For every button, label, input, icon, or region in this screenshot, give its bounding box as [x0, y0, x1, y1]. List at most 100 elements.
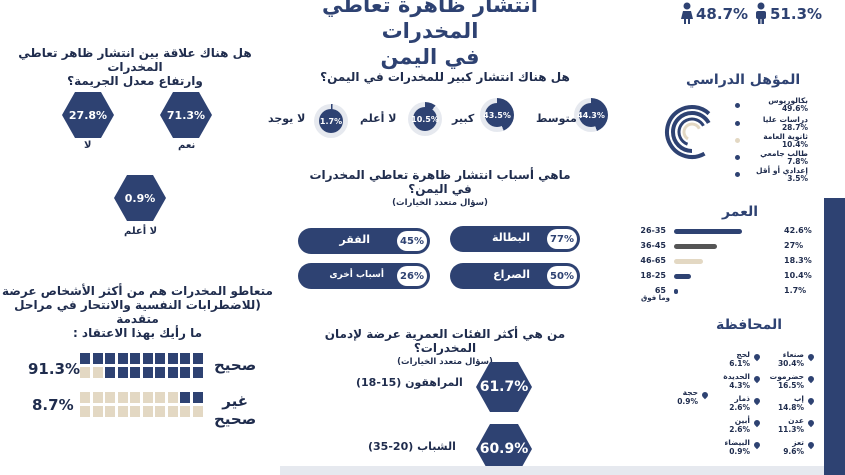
- age-bar-value: 27%: [784, 241, 804, 250]
- spread-question: هل هناك انتشار كبير للمخدرات في اليمن؟: [320, 70, 570, 84]
- crime-no-value: 27.8%: [68, 108, 108, 122]
- governorate-name: البيضاء: [724, 438, 750, 447]
- governorate-name: إب: [793, 394, 804, 403]
- spread-none-ring: 1.7%: [314, 104, 348, 138]
- crime-question: هل هناك علاقة بين انتشار ظاهر تعاطي المخ…: [0, 46, 270, 88]
- cause-poverty: 45% الفقر: [298, 228, 430, 254]
- location-pin-icon: [752, 440, 762, 450]
- disorder-false-square: [117, 406, 128, 417]
- disorder-true-square: [117, 367, 128, 378]
- cause-conflict-value: 50%: [547, 266, 577, 286]
- cause-other-label: أسباب أخرى: [329, 270, 384, 280]
- crime-yes-value: 71.3%: [166, 108, 206, 122]
- governorate-value: 16.5%: [777, 381, 804, 390]
- disorder-true-square: [180, 367, 190, 378]
- location-pin-icon: [752, 396, 762, 406]
- governorate-item: إب 14.8%: [772, 394, 804, 412]
- gender-stats: 48.7% 51.3%: [678, 2, 828, 28]
- disorder-false-square: [155, 406, 165, 417]
- governorate-value: 2.6%: [729, 403, 750, 412]
- education-heading: المؤهل الدراسي: [686, 72, 801, 88]
- governorate-value: 4.3%: [729, 381, 750, 390]
- spread-medium-value: 44.3%: [577, 103, 605, 127]
- governorate-name: حجة: [682, 388, 698, 397]
- age-bar: [674, 229, 742, 234]
- age-bar-value: 18.3%: [784, 256, 812, 265]
- disorder-false-square: [167, 406, 178, 417]
- disorder-true-square: [130, 367, 140, 378]
- disorder-true-square: [155, 353, 165, 364]
- edu-secondary-value: 10.4%: [781, 140, 808, 149]
- location-pin-icon: [752, 374, 762, 384]
- disorder-false-label-1: غير: [222, 392, 248, 410]
- spread-none-label: لا يوجد: [268, 112, 306, 125]
- edu-bachelor-value: 49.6%: [781, 104, 808, 113]
- cause-conflict: 50% الصراع: [450, 263, 580, 289]
- age-bar: [674, 244, 718, 249]
- governorate-value: 11.3%: [777, 425, 804, 434]
- disorder-false-square: [142, 392, 153, 403]
- governorate-item: الحديدة 4.3%: [718, 372, 750, 390]
- location-pin-icon: [806, 418, 816, 428]
- cause-unemployment: 77% البطالة: [450, 226, 580, 252]
- disorder-false-square: [130, 392, 140, 403]
- age-teens-label: المراهقون (15-18): [356, 376, 463, 389]
- crime-question-line-1: هل هناك علاقة بين انتشار ظاهر تعاطي المخ…: [18, 46, 252, 74]
- age-heading: العمر: [722, 204, 759, 220]
- disorder-false-square: [92, 406, 103, 417]
- disorder-true-square: [142, 353, 153, 364]
- governorate-name: صنعاء: [782, 350, 804, 359]
- disorder-false-square: [180, 392, 190, 403]
- governorate-item: عدن 11.3%: [772, 416, 804, 434]
- edu-postgrad: دراسات عليا 28.7%: [748, 116, 808, 132]
- spread-big-value: 43.5%: [483, 103, 511, 127]
- disorder-true-value: 91.3%: [28, 360, 81, 378]
- cause-other-value: 26%: [397, 266, 427, 286]
- governorate-value: 2.6%: [729, 425, 750, 434]
- age-question: من هي أكثر الفئات العمرية عرضة لإدمان ال…: [300, 327, 590, 369]
- spread-medium-label: متوسط: [536, 112, 577, 125]
- spread-big-label: كبير: [452, 112, 475, 125]
- location-pin-icon: [806, 374, 816, 384]
- disorder-true-grid: [80, 353, 205, 381]
- governorate-name: أبين: [734, 416, 750, 425]
- edu-bachelor: بكالوريوس 49.6%: [748, 97, 808, 113]
- age-range-label: 46-65: [640, 256, 666, 265]
- causes-question-line-2: في اليمن؟: [408, 182, 472, 196]
- governorate-value: 0.9%: [729, 447, 750, 456]
- page-title: انتشار ظاهرة تعاطي المخدرات في اليمن: [270, 0, 590, 70]
- female-pct: 48.7%: [696, 5, 749, 23]
- title-line-1: انتشار ظاهرة تعاطي المخدرات: [322, 0, 538, 43]
- spread-unknown-ring: 10.5%: [408, 102, 442, 136]
- governorate-name: عدن: [788, 416, 804, 425]
- cause-conflict-label: الصراع: [493, 268, 530, 281]
- disorder-true-square: [192, 367, 203, 378]
- disorder-false-square: [155, 392, 165, 403]
- disorder-false-square: [105, 392, 115, 403]
- edu-postgrad-label: دراسات عليا: [762, 115, 808, 124]
- edu-postgrad-value: 28.7%: [781, 123, 808, 132]
- governorate-name: لحج: [736, 350, 750, 359]
- disorder-true-square: [167, 367, 178, 378]
- disorder-question: متعاطو المخدرات هم من أكثر الأشخاص عرضة …: [0, 284, 275, 340]
- disorder-true-square: [192, 353, 203, 364]
- edu-dot-secondary: [735, 138, 740, 143]
- disorder-false-square: [180, 406, 190, 417]
- disorder-line-2: (للاضطرابات النفسية والانتحار في مراحل م…: [14, 298, 261, 326]
- age-range-label: 36-45: [640, 241, 666, 250]
- edu-dot-bachelor: [735, 103, 740, 108]
- age-range-label: 65: [654, 286, 666, 295]
- spread-none-value: 1.7%: [319, 109, 343, 133]
- cause-poverty-value: 45%: [397, 231, 427, 251]
- edu-prep-value: 3.5%: [787, 174, 808, 183]
- age-bar: [674, 259, 704, 264]
- governorate-item: ذمار 2.6%: [718, 394, 750, 412]
- spread-medium-ring: 44.3%: [574, 98, 608, 132]
- governorate-value: 30.4%: [777, 359, 804, 368]
- edu-student-value: 7.8%: [787, 157, 808, 166]
- age-teens-value: 61.7%: [479, 379, 529, 395]
- age-range-label: 26-35: [640, 226, 666, 235]
- disorder-true-square: [105, 367, 115, 378]
- disorder-false-value: 8.7%: [32, 396, 74, 414]
